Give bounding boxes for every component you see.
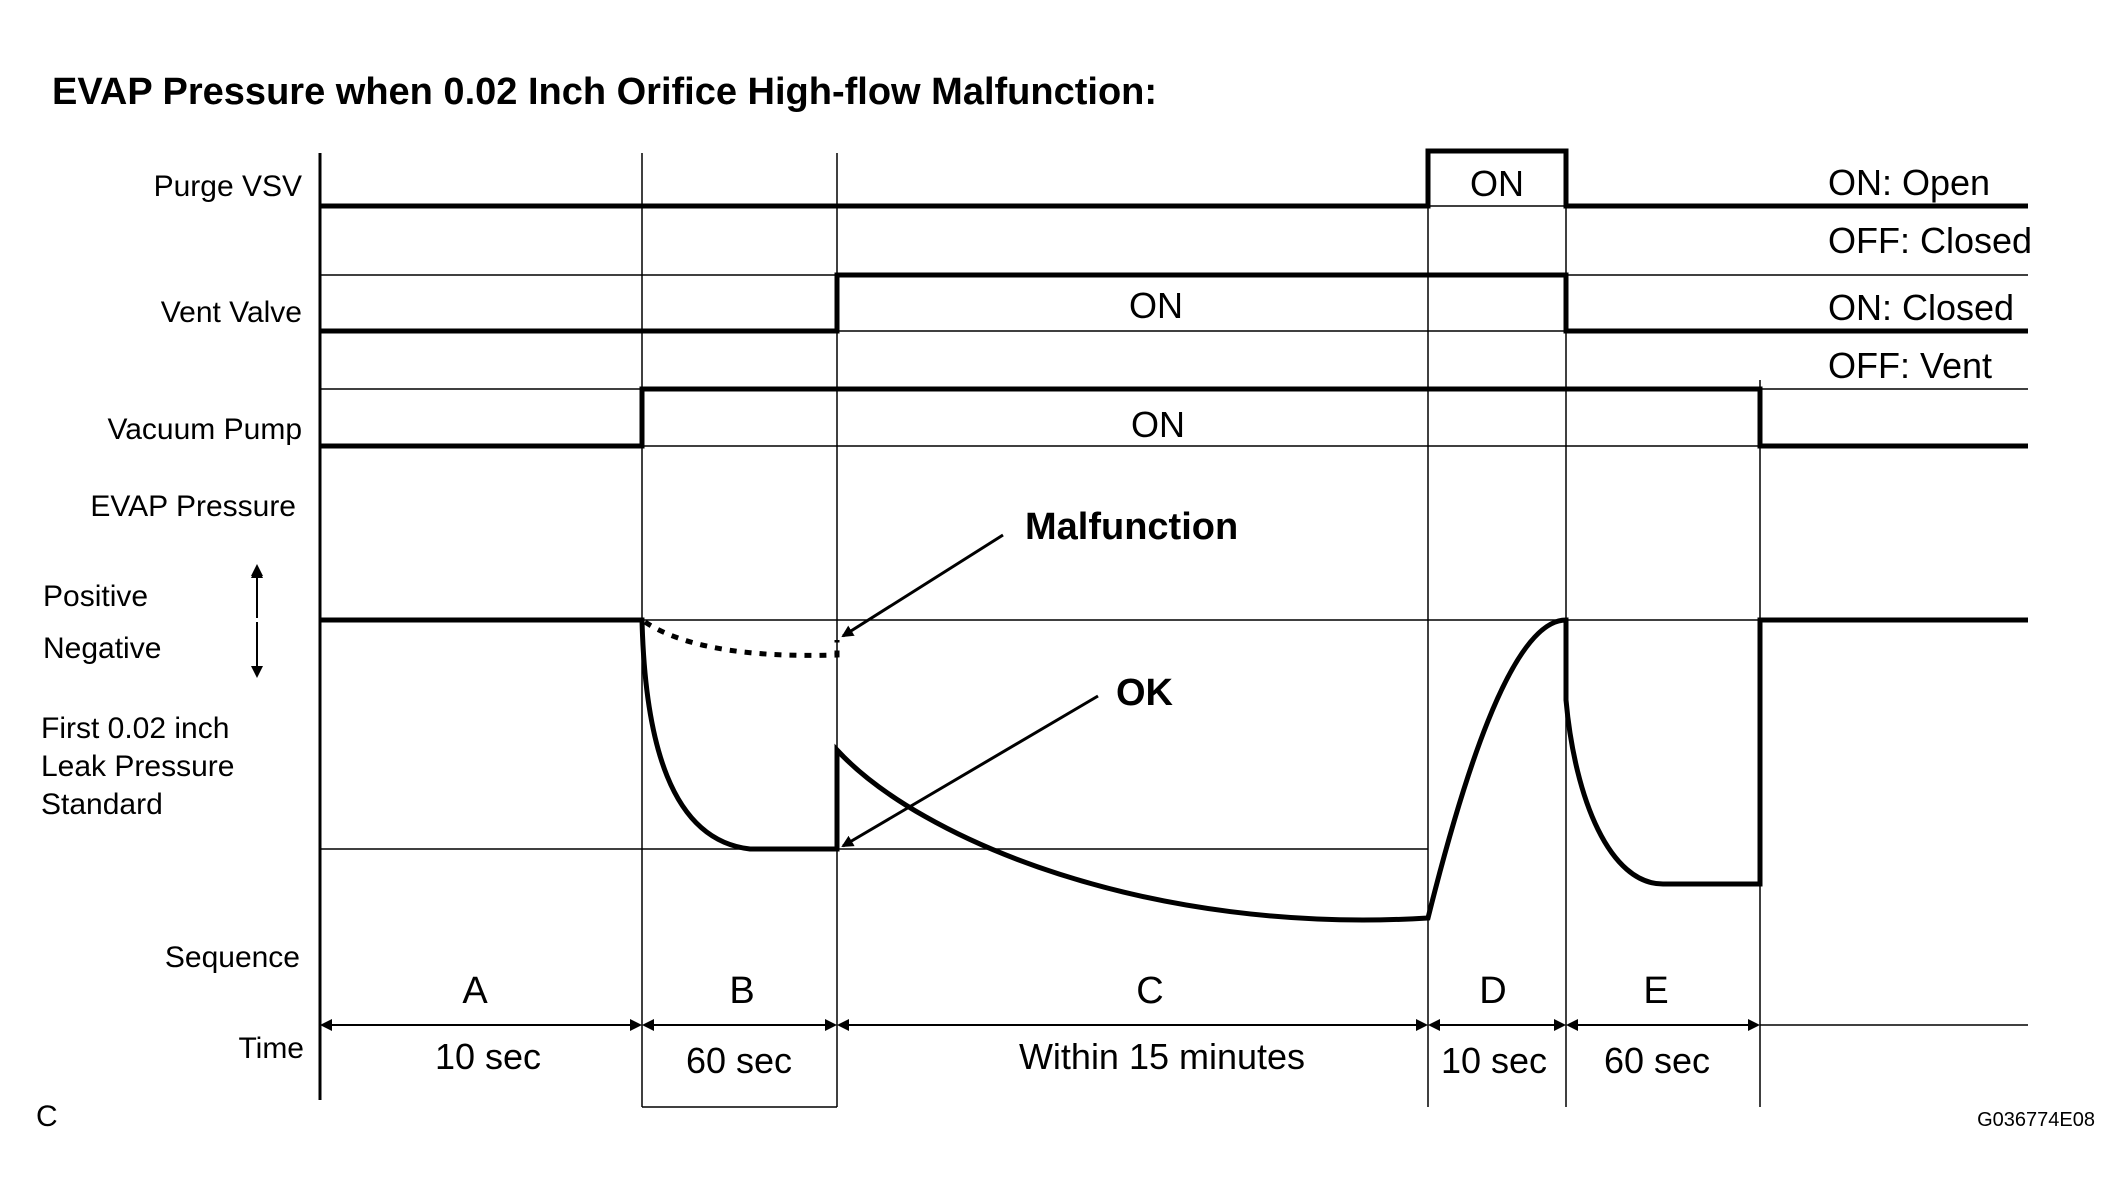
- phase-boundaries: [641, 153, 1761, 1108]
- legend-vent-on: ON: Closed: [1828, 287, 2014, 328]
- sequence-c: C: [1136, 970, 1163, 1012]
- label-evap-pressure: EVAP Pressure: [90, 490, 296, 523]
- purge-vsv-signal: [320, 148, 2028, 209]
- figure-code: G036774E08: [1977, 1109, 2095, 1131]
- time-c: Within 15 minutes: [1019, 1036, 1305, 1077]
- vent-valve-signal: [320, 272, 2028, 334]
- vent-on-label: ON: [1129, 285, 1183, 326]
- label-negative: Negative: [43, 632, 161, 665]
- evap-pressure-curve: [320, 617, 2028, 923]
- label-time: Time: [238, 1032, 304, 1065]
- malfunction-curve: [643, 619, 840, 658]
- corner-label: C: [36, 1100, 58, 1133]
- ok-arrow: [841, 694, 1099, 848]
- label-positive: Positive: [43, 580, 148, 613]
- legend-purge-off: OFF: Closed: [1828, 220, 2032, 261]
- diagram-title: EVAP Pressure when 0.02 Inch Orifice Hig…: [52, 71, 1157, 113]
- label-sequence: Sequence: [165, 941, 300, 974]
- time-d: 10 sec: [1441, 1040, 1547, 1081]
- time-b: 60 sec: [686, 1040, 792, 1081]
- pump-on-label: ON: [1131, 404, 1185, 445]
- ok-label: OK: [1116, 672, 1174, 714]
- label-purge-vsv: Purge VSV: [154, 170, 302, 203]
- malfunction-arrow: [841, 533, 1004, 638]
- label-vent-valve: Vent Valve: [161, 296, 302, 329]
- vacuum-pump-signal: [320, 386, 2028, 449]
- time-e: 60 sec: [1604, 1040, 1710, 1081]
- label-vacuum-pump: Vacuum Pump: [107, 413, 302, 446]
- label-leak-std-3: Standard: [41, 788, 163, 821]
- purge-on-label: ON: [1470, 163, 1524, 204]
- sequence-b: B: [729, 970, 754, 1012]
- sequence-a: A: [462, 970, 488, 1012]
- label-leak-std-1: First 0.02 inch: [41, 712, 229, 745]
- legend-vent-off: OFF: Vent: [1828, 345, 1992, 386]
- sequence-e: E: [1643, 970, 1668, 1012]
- malfunction-label: Malfunction: [1025, 506, 1238, 548]
- sequence-d: D: [1479, 970, 1506, 1012]
- label-leak-std-2: Leak Pressure: [41, 750, 234, 783]
- time-a: 10 sec: [435, 1036, 541, 1077]
- legend-purge-on: ON: Open: [1828, 162, 1990, 203]
